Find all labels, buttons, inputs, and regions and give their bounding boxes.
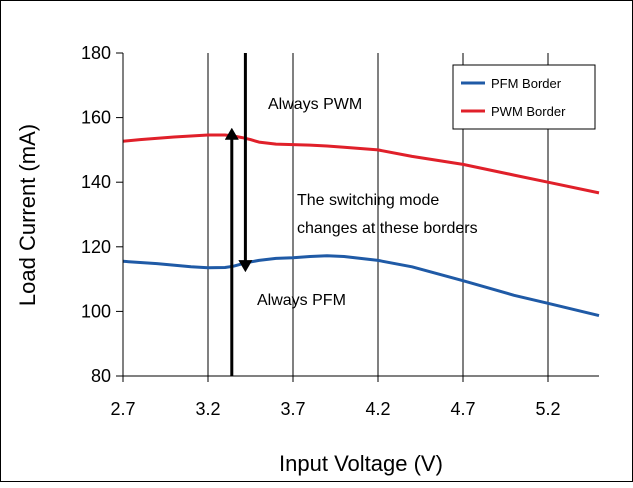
y-tick-label: 100 (81, 301, 111, 321)
y-axis-title: Load Current (mA) (15, 124, 40, 306)
x-tick-label: 5.2 (535, 399, 560, 419)
legend: PFM Border PWM Border (453, 65, 595, 129)
series-line-pwm-border (123, 135, 599, 193)
annotation-text: changes at these borders (297, 220, 478, 237)
annotation-text: The switching mode (297, 192, 439, 209)
y-tick-label: 160 (81, 108, 111, 128)
y-tick-label: 80 (91, 366, 111, 386)
y-tick-label: 140 (81, 172, 111, 192)
annotation-text: Always PWM (268, 96, 362, 113)
x-tick-label: 2.7 (110, 399, 135, 419)
series-line-pfm-border (123, 256, 599, 316)
y-tick-label: 180 (81, 43, 111, 63)
x-tick-label: 3.2 (195, 399, 220, 419)
x-tick-label: 3.7 (280, 399, 305, 419)
legend-label: PFM Border (491, 76, 562, 91)
y-tick-label: 120 (81, 237, 111, 257)
legend-box (453, 65, 595, 129)
legend-label: PWM Border (491, 104, 566, 119)
annotation-text: Always PFM (257, 292, 346, 309)
x-tick-label: 4.2 (365, 399, 390, 419)
x-axis-title: Input Voltage (V) (279, 451, 443, 476)
arrow-layer (232, 53, 246, 376)
x-tick-label: 4.7 (450, 399, 475, 419)
